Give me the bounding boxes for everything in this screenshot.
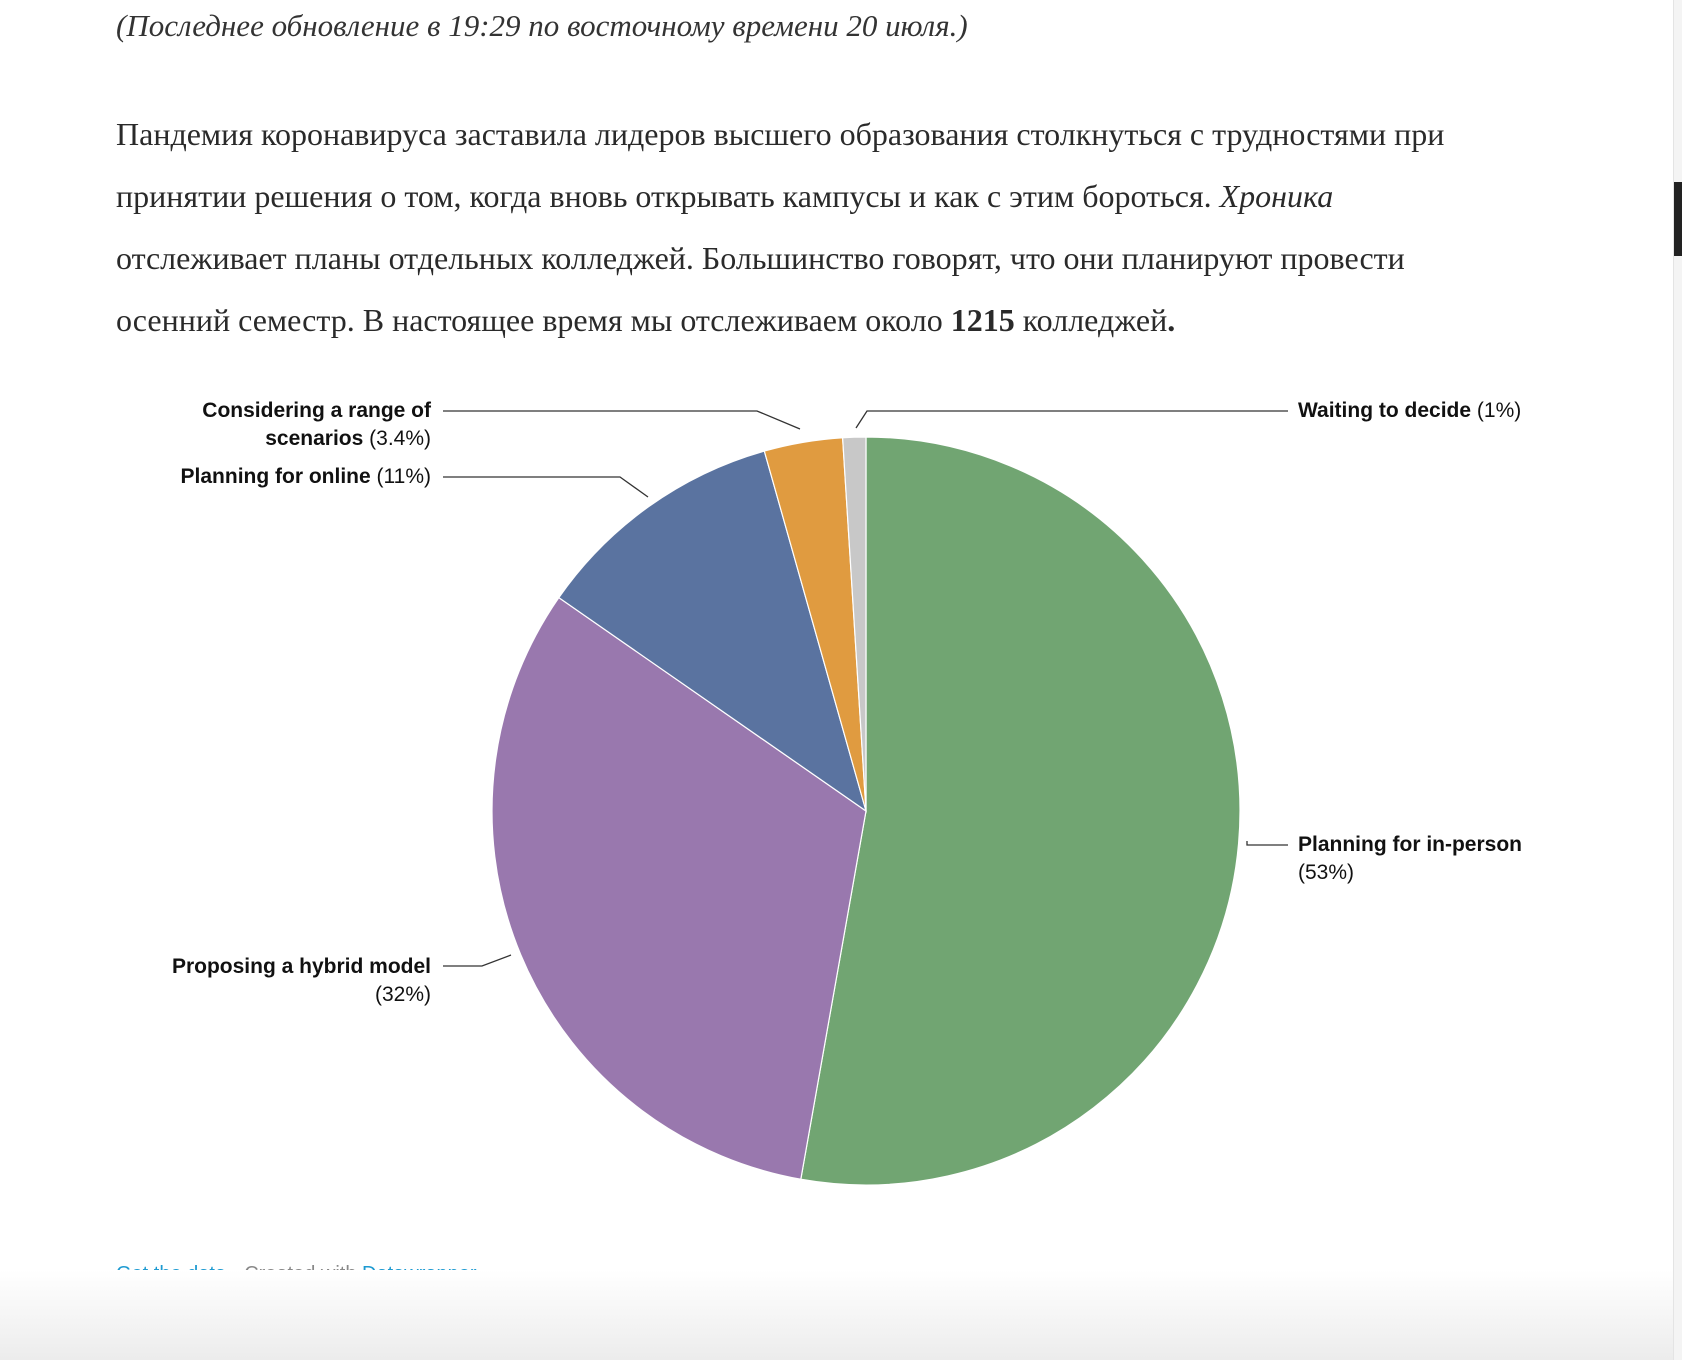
update-note: (Последнее обновление в 19:29 по восточн… (116, 8, 968, 43)
leader-line-in-person (1246, 841, 1288, 846)
intro-text: колледжей (1014, 302, 1168, 338)
intro-line: Пандемия коронавируса заставила лидеров … (116, 116, 1445, 152)
label-hybrid-model: Proposing a hybrid model (32%) (172, 953, 431, 1009)
intro-text: осенний семестр. В настоящее время мы от… (116, 302, 951, 338)
bottom-shade (0, 1270, 1682, 1360)
intro-text: принятии решения о том, когда вновь откр… (116, 178, 1220, 214)
label-waiting-to-decide: Waiting to decide (1%) (1298, 397, 1521, 425)
scrollbar-thumb[interactable] (1674, 182, 1682, 256)
slice-percent: (53%) (1298, 861, 1355, 884)
leader-line-waiting (855, 410, 1288, 429)
slice-name: Considering a range of (202, 399, 431, 422)
label-planning-online: Planning for online (11%) (181, 463, 431, 491)
slice-name: Planning for in-person (1298, 833, 1522, 856)
slice-percent: (32%) (374, 983, 431, 1006)
publication-name: Хроника (1219, 178, 1334, 214)
pie-slice-waiting-to-decide[interactable] (841, 436, 867, 812)
slice-percent: (1%) (1476, 399, 1522, 422)
slice-name: Proposing a hybrid model (171, 955, 431, 978)
slice-percent: (11%) (376, 465, 431, 488)
intro-line: осенний семестр. В настоящее время мы от… (116, 289, 1444, 351)
leader-line-online (443, 476, 649, 498)
slice-name: Waiting to decide (1298, 399, 1472, 422)
pie-slice-planning-for-in-person[interactable] (800, 436, 1241, 1186)
intro-paragraph: Пандемия коронавируса заставила лидеров … (116, 103, 1444, 351)
label-considering-scenarios: Considering a range of scenarios (3.4%) (202, 397, 431, 453)
label-planning-in-person: Planning for in-person (53%) (1298, 831, 1522, 887)
college-count: 1215 (950, 302, 1015, 338)
leader-line-hybrid (443, 954, 512, 967)
slice-name: scenarios (265, 427, 364, 450)
scrollbar-track[interactable] (1673, 0, 1682, 1360)
intro-line: отслеживает планы отдельных колледжей. Б… (116, 240, 1405, 276)
leader-line-considering (443, 410, 801, 430)
slice-percent: (3.4%) (369, 427, 431, 450)
pie-slice-proposing-a-hybrid-model[interactable] (491, 596, 867, 1180)
slice-name: Planning for online (180, 465, 371, 488)
intro-period: . (1167, 302, 1176, 338)
intro-line: принятии решения о том, когда вновь откр… (116, 165, 1444, 227)
